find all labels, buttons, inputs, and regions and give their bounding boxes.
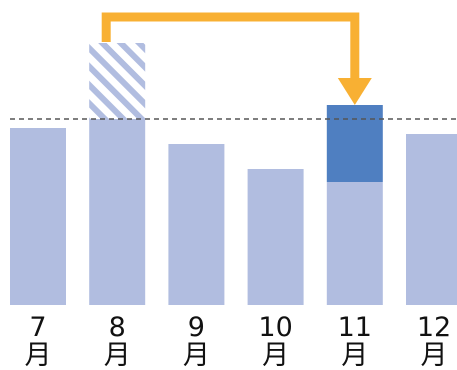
category-label: 12 月 (417, 312, 451, 370)
category-label: 11 月 (338, 312, 372, 370)
bars-layer (10, 43, 457, 305)
transfer-arrow (101, 12, 372, 105)
inflow-segment-1 (326, 105, 383, 182)
bar-1 (10, 128, 66, 305)
bar-2 (89, 119, 146, 305)
arrow-head-icon (337, 78, 372, 105)
bar-3 (168, 144, 225, 305)
arrow-shaft (101, 12, 360, 79)
category-labels: 7 月 8 月 9 月 10 月 11 月 12 月 (25, 312, 452, 370)
category-label: 10 月 (258, 312, 292, 370)
overflow-segment-1 (89, 43, 146, 119)
bar-5 (326, 182, 383, 305)
bar-4 (247, 169, 304, 305)
bar-6 (406, 134, 457, 305)
